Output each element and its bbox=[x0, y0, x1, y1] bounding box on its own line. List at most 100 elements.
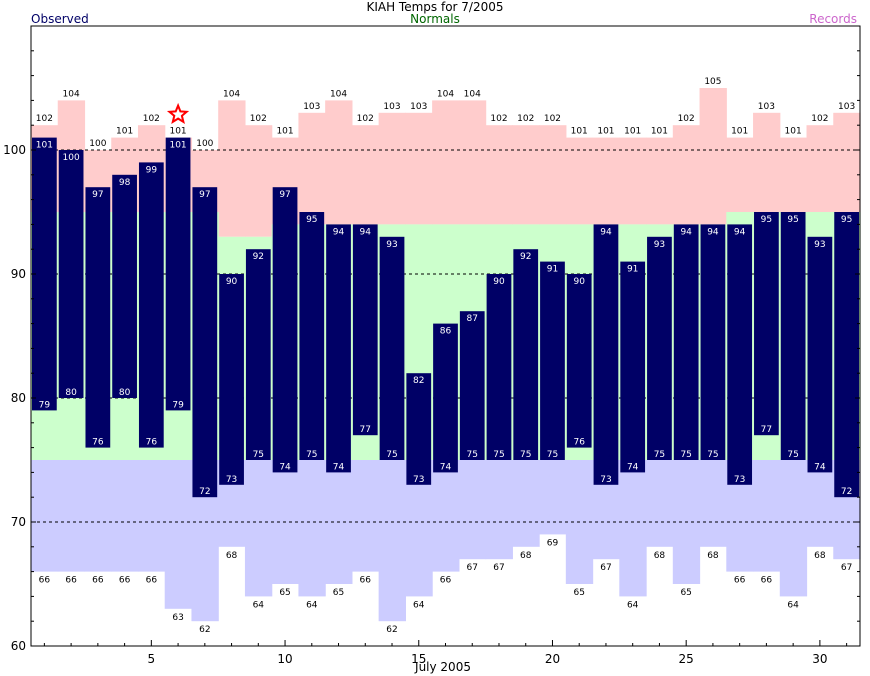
record-high-band bbox=[512, 125, 540, 225]
record-high-band bbox=[218, 100, 246, 237]
record-high-label: 100 bbox=[196, 139, 213, 149]
record-low-label: 66 bbox=[39, 576, 51, 586]
record-high-label: 104 bbox=[223, 89, 240, 99]
record-low-band bbox=[619, 460, 647, 597]
x-tick-label: 10 bbox=[277, 652, 292, 666]
record-high-label: 103 bbox=[383, 102, 400, 112]
record-high-band bbox=[592, 137, 620, 225]
record-low-label: 64 bbox=[413, 600, 425, 610]
observed-bar bbox=[673, 224, 699, 460]
record-high-band bbox=[298, 112, 326, 225]
record-high-band bbox=[539, 125, 567, 225]
record-low-band bbox=[31, 460, 59, 572]
record-high-band bbox=[619, 137, 647, 225]
observed-low-label: 76 bbox=[92, 438, 104, 448]
record-high-label: 101 bbox=[116, 127, 133, 137]
observed-bar bbox=[245, 249, 271, 460]
observed-high-label: 94 bbox=[333, 227, 345, 237]
observed-high-label: 97 bbox=[199, 190, 210, 200]
record-low-label: 64 bbox=[627, 600, 639, 610]
record-high-band bbox=[672, 125, 701, 225]
record-low-label: 68 bbox=[654, 551, 666, 561]
record-low-label: 68 bbox=[814, 551, 826, 561]
record-high-label: 104 bbox=[464, 89, 481, 99]
observed-high-label: 86 bbox=[440, 327, 452, 337]
observed-low-label: 74 bbox=[333, 462, 345, 472]
legend-observed: Observed bbox=[31, 12, 89, 26]
record-high-label: 103 bbox=[758, 102, 775, 112]
record-low-band bbox=[806, 460, 834, 547]
observed-bar bbox=[486, 274, 512, 460]
observed-bar bbox=[540, 261, 565, 460]
record-low-label: 68 bbox=[520, 551, 532, 561]
observed-low-label: 73 bbox=[413, 475, 424, 485]
observed-bar bbox=[219, 274, 244, 485]
observed-high-label: 94 bbox=[680, 227, 692, 237]
observed-layer bbox=[32, 137, 859, 498]
observed-bar bbox=[165, 137, 191, 411]
observed-bar bbox=[566, 274, 592, 448]
record-low-band bbox=[164, 460, 193, 609]
record-low-label: 67 bbox=[467, 563, 478, 573]
observed-high-label: 91 bbox=[627, 265, 638, 275]
observed-bar bbox=[513, 249, 539, 460]
observed-low-label: 74 bbox=[814, 462, 826, 472]
record-high-band bbox=[565, 137, 594, 225]
observed-high-label: 90 bbox=[573, 277, 585, 287]
record-low-label: 65 bbox=[680, 588, 691, 598]
observed-high-label: 91 bbox=[547, 265, 558, 275]
record-high-label: 102 bbox=[544, 114, 561, 124]
observed-low-label: 75 bbox=[707, 450, 718, 460]
record-high-label: 101 bbox=[276, 127, 293, 137]
record-high-label: 100 bbox=[89, 139, 106, 149]
record-low-label: 64 bbox=[253, 600, 265, 610]
observed-bar bbox=[379, 236, 405, 460]
legend-normals: Normals bbox=[410, 12, 460, 26]
observed-bar bbox=[112, 174, 137, 398]
record-high-label: 101 bbox=[169, 127, 186, 137]
record-low-label: 68 bbox=[226, 551, 238, 561]
record-low-label: 66 bbox=[65, 576, 77, 586]
observed-bar bbox=[58, 150, 84, 398]
record-low-label: 65 bbox=[573, 588, 584, 598]
record-low-label: 66 bbox=[92, 576, 104, 586]
record-high-label: 102 bbox=[490, 114, 507, 124]
x-tick-label: 5 bbox=[148, 652, 156, 666]
observed-low-label: 79 bbox=[172, 400, 184, 410]
record-low-band bbox=[485, 460, 513, 560]
record-low-band bbox=[779, 460, 808, 597]
record-high-band bbox=[458, 100, 487, 225]
observed-high-label: 93 bbox=[814, 240, 825, 250]
record-high-band bbox=[646, 137, 674, 225]
observed-low-label: 75 bbox=[306, 450, 317, 460]
record-high-band bbox=[325, 100, 353, 225]
observed-high-label: 92 bbox=[253, 252, 264, 262]
record-high-label: 103 bbox=[303, 102, 320, 112]
observed-low-label: 77 bbox=[360, 425, 371, 435]
record-high-label: 101 bbox=[597, 127, 614, 137]
record-low-label: 67 bbox=[600, 563, 611, 573]
observed-low-label: 74 bbox=[279, 462, 291, 472]
record-low-label: 64 bbox=[306, 600, 318, 610]
record-low-label: 63 bbox=[172, 613, 183, 623]
observed-bar bbox=[727, 224, 753, 485]
record-low-label: 67 bbox=[841, 563, 852, 573]
observed-low-label: 73 bbox=[734, 475, 745, 485]
record-low-label: 65 bbox=[333, 588, 344, 598]
observed-low-label: 75 bbox=[253, 450, 264, 460]
record-low-label: 68 bbox=[707, 551, 719, 561]
record-low-band bbox=[512, 460, 540, 547]
observed-low-label: 72 bbox=[841, 487, 852, 497]
observed-low-label: 80 bbox=[65, 388, 77, 398]
observed-low-label: 72 bbox=[199, 487, 210, 497]
observed-high-label: 97 bbox=[92, 190, 103, 200]
record-low-label: 62 bbox=[386, 625, 397, 635]
observed-low-label: 75 bbox=[547, 450, 558, 460]
observed-bar bbox=[32, 137, 57, 411]
record-low-label: 66 bbox=[440, 576, 452, 586]
observed-high-label: 94 bbox=[734, 227, 746, 237]
observed-bar bbox=[807, 236, 833, 473]
observed-bar bbox=[780, 212, 806, 460]
record-low-band bbox=[753, 460, 781, 572]
